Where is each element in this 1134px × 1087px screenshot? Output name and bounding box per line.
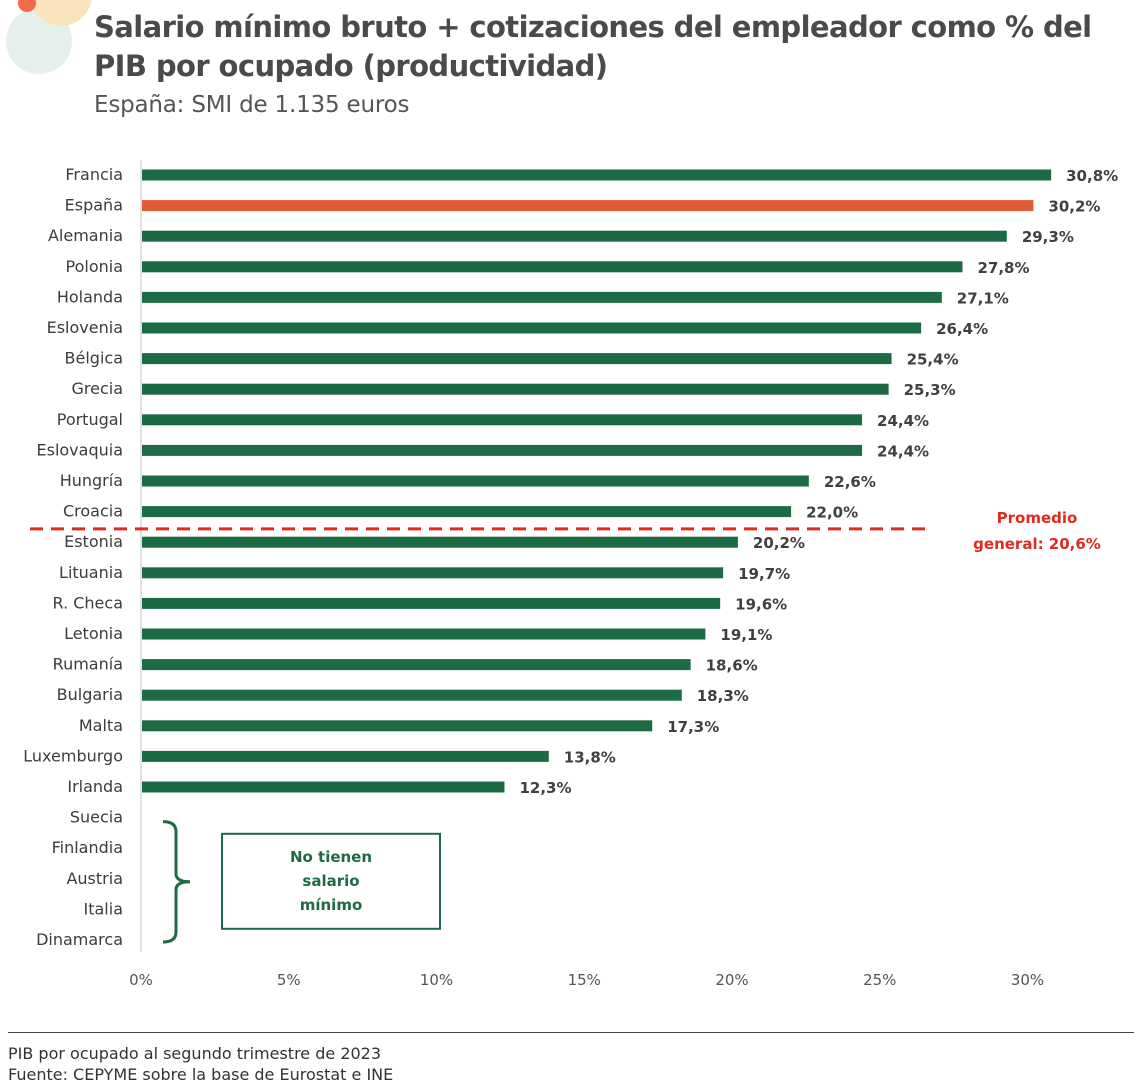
- x-tick-label: 30%: [1011, 971, 1044, 989]
- value-label: 22,0%: [806, 504, 858, 522]
- bar: [142, 353, 892, 365]
- footer-divider: [8, 1032, 1134, 1033]
- value-label: 26,4%: [936, 320, 988, 338]
- category-label: Polonia: [66, 257, 124, 276]
- no-data-note-text: mínimo: [300, 896, 363, 914]
- category-label: Lituania: [59, 563, 123, 582]
- category-label: Malta: [79, 716, 123, 735]
- bar: [142, 444, 863, 456]
- bar: [142, 628, 706, 640]
- value-label: 25,3%: [904, 381, 956, 399]
- value-label: 29,3%: [1022, 228, 1074, 246]
- category-label: Letonia: [64, 624, 123, 643]
- category-label: Italia: [84, 899, 124, 918]
- x-tick-label: 15%: [568, 971, 601, 989]
- bar: [142, 689, 682, 701]
- bar: [142, 200, 1034, 212]
- x-tick-label: 25%: [863, 971, 896, 989]
- category-label: Irlanda: [67, 777, 123, 796]
- bar: [142, 567, 724, 579]
- category-label: Eslovaquia: [37, 440, 124, 459]
- category-label: Grecia: [71, 379, 123, 398]
- category-label: Francia: [65, 165, 123, 184]
- value-label: 30,8%: [1066, 167, 1118, 185]
- no-data-bracket: [162, 820, 191, 944]
- category-label: Holanda: [57, 287, 123, 306]
- category-label: Bulgaria: [57, 685, 123, 704]
- bar: [142, 720, 653, 732]
- value-label: 19,1%: [720, 626, 772, 644]
- x-tick-label: 0%: [129, 971, 153, 989]
- value-label: 19,6%: [735, 595, 787, 613]
- value-label: 13,8%: [564, 748, 616, 766]
- bar: [142, 475, 809, 487]
- footer-source: Fuente: CEPYME sobre la base de Eurostat…: [8, 1065, 394, 1084]
- value-label: 18,3%: [697, 687, 749, 705]
- no-data-note-box: [221, 832, 441, 930]
- category-label: Austria: [66, 869, 123, 888]
- bar: [142, 322, 922, 334]
- bar: [142, 506, 792, 518]
- category-label: Estonia: [64, 532, 123, 551]
- footer-note: PIB por ocupado al segundo trimestre de …: [8, 1044, 382, 1063]
- value-label: 17,3%: [667, 718, 719, 736]
- decorative-circle-orange: [18, 0, 36, 12]
- value-label: 24,4%: [877, 412, 929, 430]
- category-label: España: [65, 196, 123, 215]
- value-label: 24,4%: [877, 442, 929, 460]
- bar: [142, 781, 505, 793]
- category-label: Dinamarca: [36, 930, 123, 949]
- value-label: 27,1%: [957, 289, 1009, 307]
- value-label: 22,6%: [824, 473, 876, 491]
- value-label: 20,2%: [753, 534, 805, 552]
- average-label: general: 20,6%: [973, 535, 1101, 553]
- bar: [142, 414, 863, 426]
- bar: [142, 169, 1052, 181]
- bar: [142, 230, 1007, 242]
- bar: [142, 659, 691, 671]
- bar: [142, 750, 549, 762]
- average-label: Promedio: [997, 509, 1078, 527]
- category-label: Hungría: [60, 471, 123, 490]
- category-label: Alemania: [48, 226, 123, 245]
- category-label: R. Checa: [53, 593, 123, 612]
- category-label: Rumanía: [53, 655, 123, 674]
- bar-chart: Francia 30,8% España 30,2% Alemania 29,3% Polo…: [23, 160, 1118, 989]
- value-label: 30,2%: [1048, 198, 1100, 216]
- category-label: Suecia: [70, 808, 123, 827]
- x-tick-label: 5%: [277, 971, 301, 989]
- bar: [142, 536, 738, 548]
- bar: [142, 261, 963, 273]
- bar: [142, 597, 721, 609]
- value-label: 12,3%: [519, 779, 571, 797]
- category-label: Portugal: [57, 410, 123, 429]
- category-label: Croacia: [63, 502, 123, 521]
- value-label: 27,8%: [977, 259, 1029, 277]
- bar: [142, 291, 942, 303]
- x-tick-label: 10%: [420, 971, 453, 989]
- chart-subtitle: España: SMI de 1.135 euros: [94, 92, 410, 118]
- value-label: 18,6%: [706, 657, 758, 675]
- category-label: Eslovenia: [47, 318, 123, 337]
- value-label: 25,4%: [907, 351, 959, 369]
- category-label: Bélgica: [65, 349, 123, 368]
- x-tick-label: 20%: [715, 971, 748, 989]
- value-label: 19,7%: [738, 565, 790, 583]
- category-label: Finlandia: [52, 838, 123, 857]
- chart-title: Salario mínimo bruto + cotizaciones del …: [94, 10, 1092, 83]
- category-label: Luxemburgo: [23, 746, 123, 765]
- bar: [142, 383, 889, 395]
- no-data-note-text: No tienen: [290, 848, 372, 866]
- no-data-note-text: salario: [302, 872, 359, 890]
